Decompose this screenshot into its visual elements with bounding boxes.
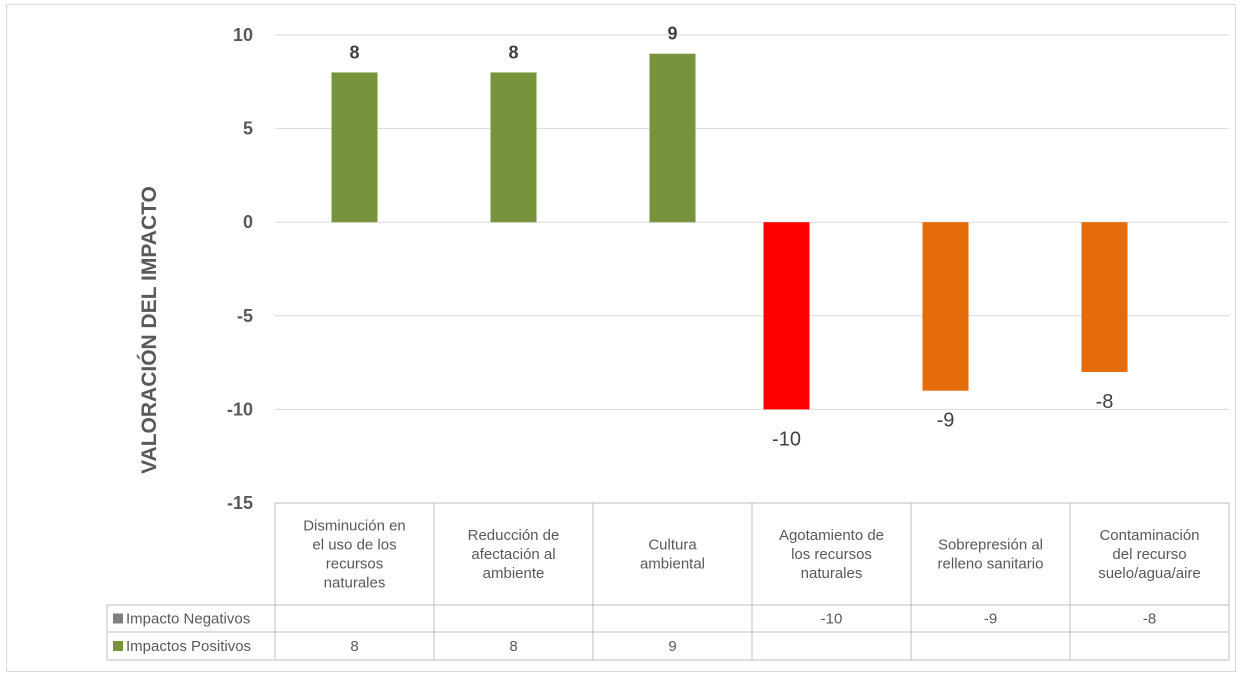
- bar: [922, 222, 969, 391]
- table-cell: -10: [821, 611, 843, 628]
- y-tick-label: -15: [227, 493, 253, 513]
- legend-key: [113, 613, 123, 624]
- table-cell: -8: [1143, 611, 1156, 628]
- bar: [1081, 222, 1128, 372]
- bar: [649, 53, 696, 223]
- category-label: Sobrepresión al relleno sanitario: [938, 537, 1044, 573]
- bar: [763, 222, 810, 410]
- data-label: -8: [1096, 391, 1114, 413]
- legend-label: Impacto Negativos: [126, 611, 250, 628]
- legend-key: [113, 641, 123, 651]
- table-cell: -9: [984, 611, 997, 628]
- category-label: Agotamiento de los recursos naturales: [779, 527, 884, 582]
- bar: [490, 72, 537, 223]
- category-label: Reducción de afectación al ambiente: [468, 527, 560, 582]
- y-tick-label: -5: [237, 306, 253, 326]
- y-axis-label: VALORACIÓN DEL IMPACTO: [137, 186, 161, 474]
- data-table: Disminución en el uso de los recursos natur…: [106, 502, 1230, 661]
- bars: [331, 53, 1128, 410]
- data-label: 9: [667, 24, 677, 44]
- table-cell: 9: [668, 638, 676, 655]
- data-label: -9: [937, 410, 955, 432]
- y-tick-label: 10: [233, 25, 253, 45]
- data-label: -10: [772, 428, 801, 450]
- table-cell: 8: [350, 638, 358, 655]
- y-tick-label: -10: [227, 399, 253, 419]
- legend-label: Impactos Positivos: [126, 638, 251, 655]
- table-cell: 8: [509, 638, 517, 655]
- y-tick-labels: 10 5 0 -5 -10 -15: [227, 25, 253, 513]
- bar: [331, 72, 378, 223]
- category-label: Disminución en el uso de los recursos natur…: [303, 518, 406, 592]
- gridlines: [275, 34, 1229, 410]
- y-tick-label: 5: [243, 119, 253, 139]
- y-tick-label: 0: [243, 212, 253, 232]
- data-labels: -10 -9 -8 8 8 9: [349, 24, 1113, 451]
- category-label: Contaminación del recurso suelo/agua/aire: [1098, 527, 1201, 582]
- category-label: Cultura ambiental: [640, 537, 705, 573]
- data-label: 8: [349, 42, 359, 62]
- data-label: 8: [508, 42, 518, 62]
- chart-frame: [6, 4, 1236, 672]
